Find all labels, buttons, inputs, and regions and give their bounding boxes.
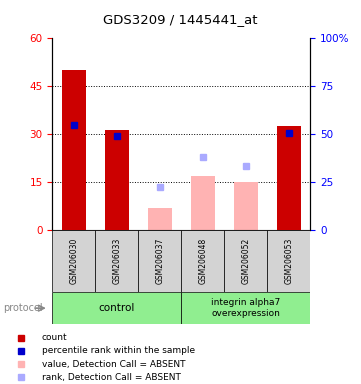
Text: count: count <box>42 333 68 342</box>
Bar <box>52 230 95 292</box>
Text: GSM206053: GSM206053 <box>284 238 293 284</box>
Bar <box>52 292 182 324</box>
Bar <box>62 70 86 230</box>
Bar <box>277 126 301 230</box>
Text: protocol: protocol <box>4 303 43 313</box>
Text: GSM206052: GSM206052 <box>242 238 251 284</box>
Bar <box>268 230 310 292</box>
Text: GSM206037: GSM206037 <box>155 238 164 284</box>
Text: GDS3209 / 1445441_at: GDS3209 / 1445441_at <box>103 13 258 26</box>
Text: percentile rank within the sample: percentile rank within the sample <box>42 346 195 355</box>
Text: value, Detection Call = ABSENT: value, Detection Call = ABSENT <box>42 359 186 369</box>
Bar <box>181 230 225 292</box>
Text: control: control <box>99 303 135 313</box>
Bar <box>148 208 172 230</box>
Bar <box>95 230 138 292</box>
Text: GSM206033: GSM206033 <box>112 238 121 284</box>
Bar <box>191 176 215 230</box>
Text: GSM206048: GSM206048 <box>199 238 208 284</box>
Bar <box>181 292 310 324</box>
Text: GSM206030: GSM206030 <box>69 238 78 284</box>
Bar <box>138 230 181 292</box>
Text: rank, Detection Call = ABSENT: rank, Detection Call = ABSENT <box>42 373 181 382</box>
Text: integrin alpha7
overexpression: integrin alpha7 overexpression <box>211 298 280 318</box>
Bar <box>234 182 258 230</box>
Bar <box>105 129 129 230</box>
Bar <box>225 230 268 292</box>
